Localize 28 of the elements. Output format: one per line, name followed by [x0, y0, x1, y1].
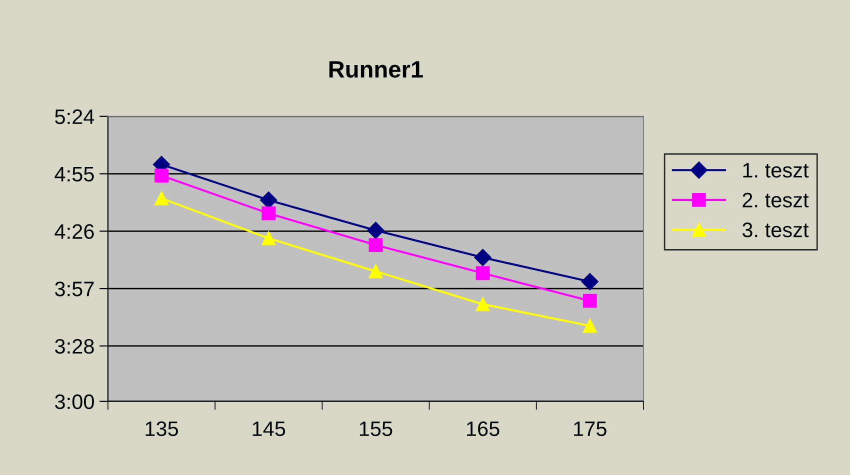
point [367, 222, 384, 239]
point [582, 318, 597, 333]
point [474, 248, 492, 266]
x-tick-label: 135 [146, 421, 178, 436]
point [476, 266, 490, 280]
point [154, 168, 168, 182]
x-tick-label: 155 [360, 422, 392, 436]
chart-title: Runner1 [329, 61, 423, 78]
point [368, 264, 383, 278]
y-tick-label: 4:26 [54, 224, 94, 239]
legend-label: 1. teszt [743, 163, 809, 178]
x-tick-label: 165 [467, 421, 500, 436]
point [154, 191, 168, 206]
x-tick-label: 175 [574, 422, 606, 436]
y-tick-label: 3:57 [55, 282, 94, 296]
y-tick-label: 5:24 [55, 109, 94, 124]
legend-label: 3. teszt [742, 222, 809, 238]
point [262, 231, 276, 246]
point [476, 297, 490, 312]
legend-label: 2. teszt [742, 192, 809, 208]
point [262, 206, 276, 220]
point [368, 238, 383, 252]
y-tick-label: 3:00 [55, 394, 94, 410]
y-tick-label: 3:28 [55, 338, 94, 354]
point [582, 294, 597, 308]
point [581, 273, 598, 290]
y-tick-label: 4:55 [54, 166, 94, 182]
x-tick-label: 145 [252, 422, 286, 436]
